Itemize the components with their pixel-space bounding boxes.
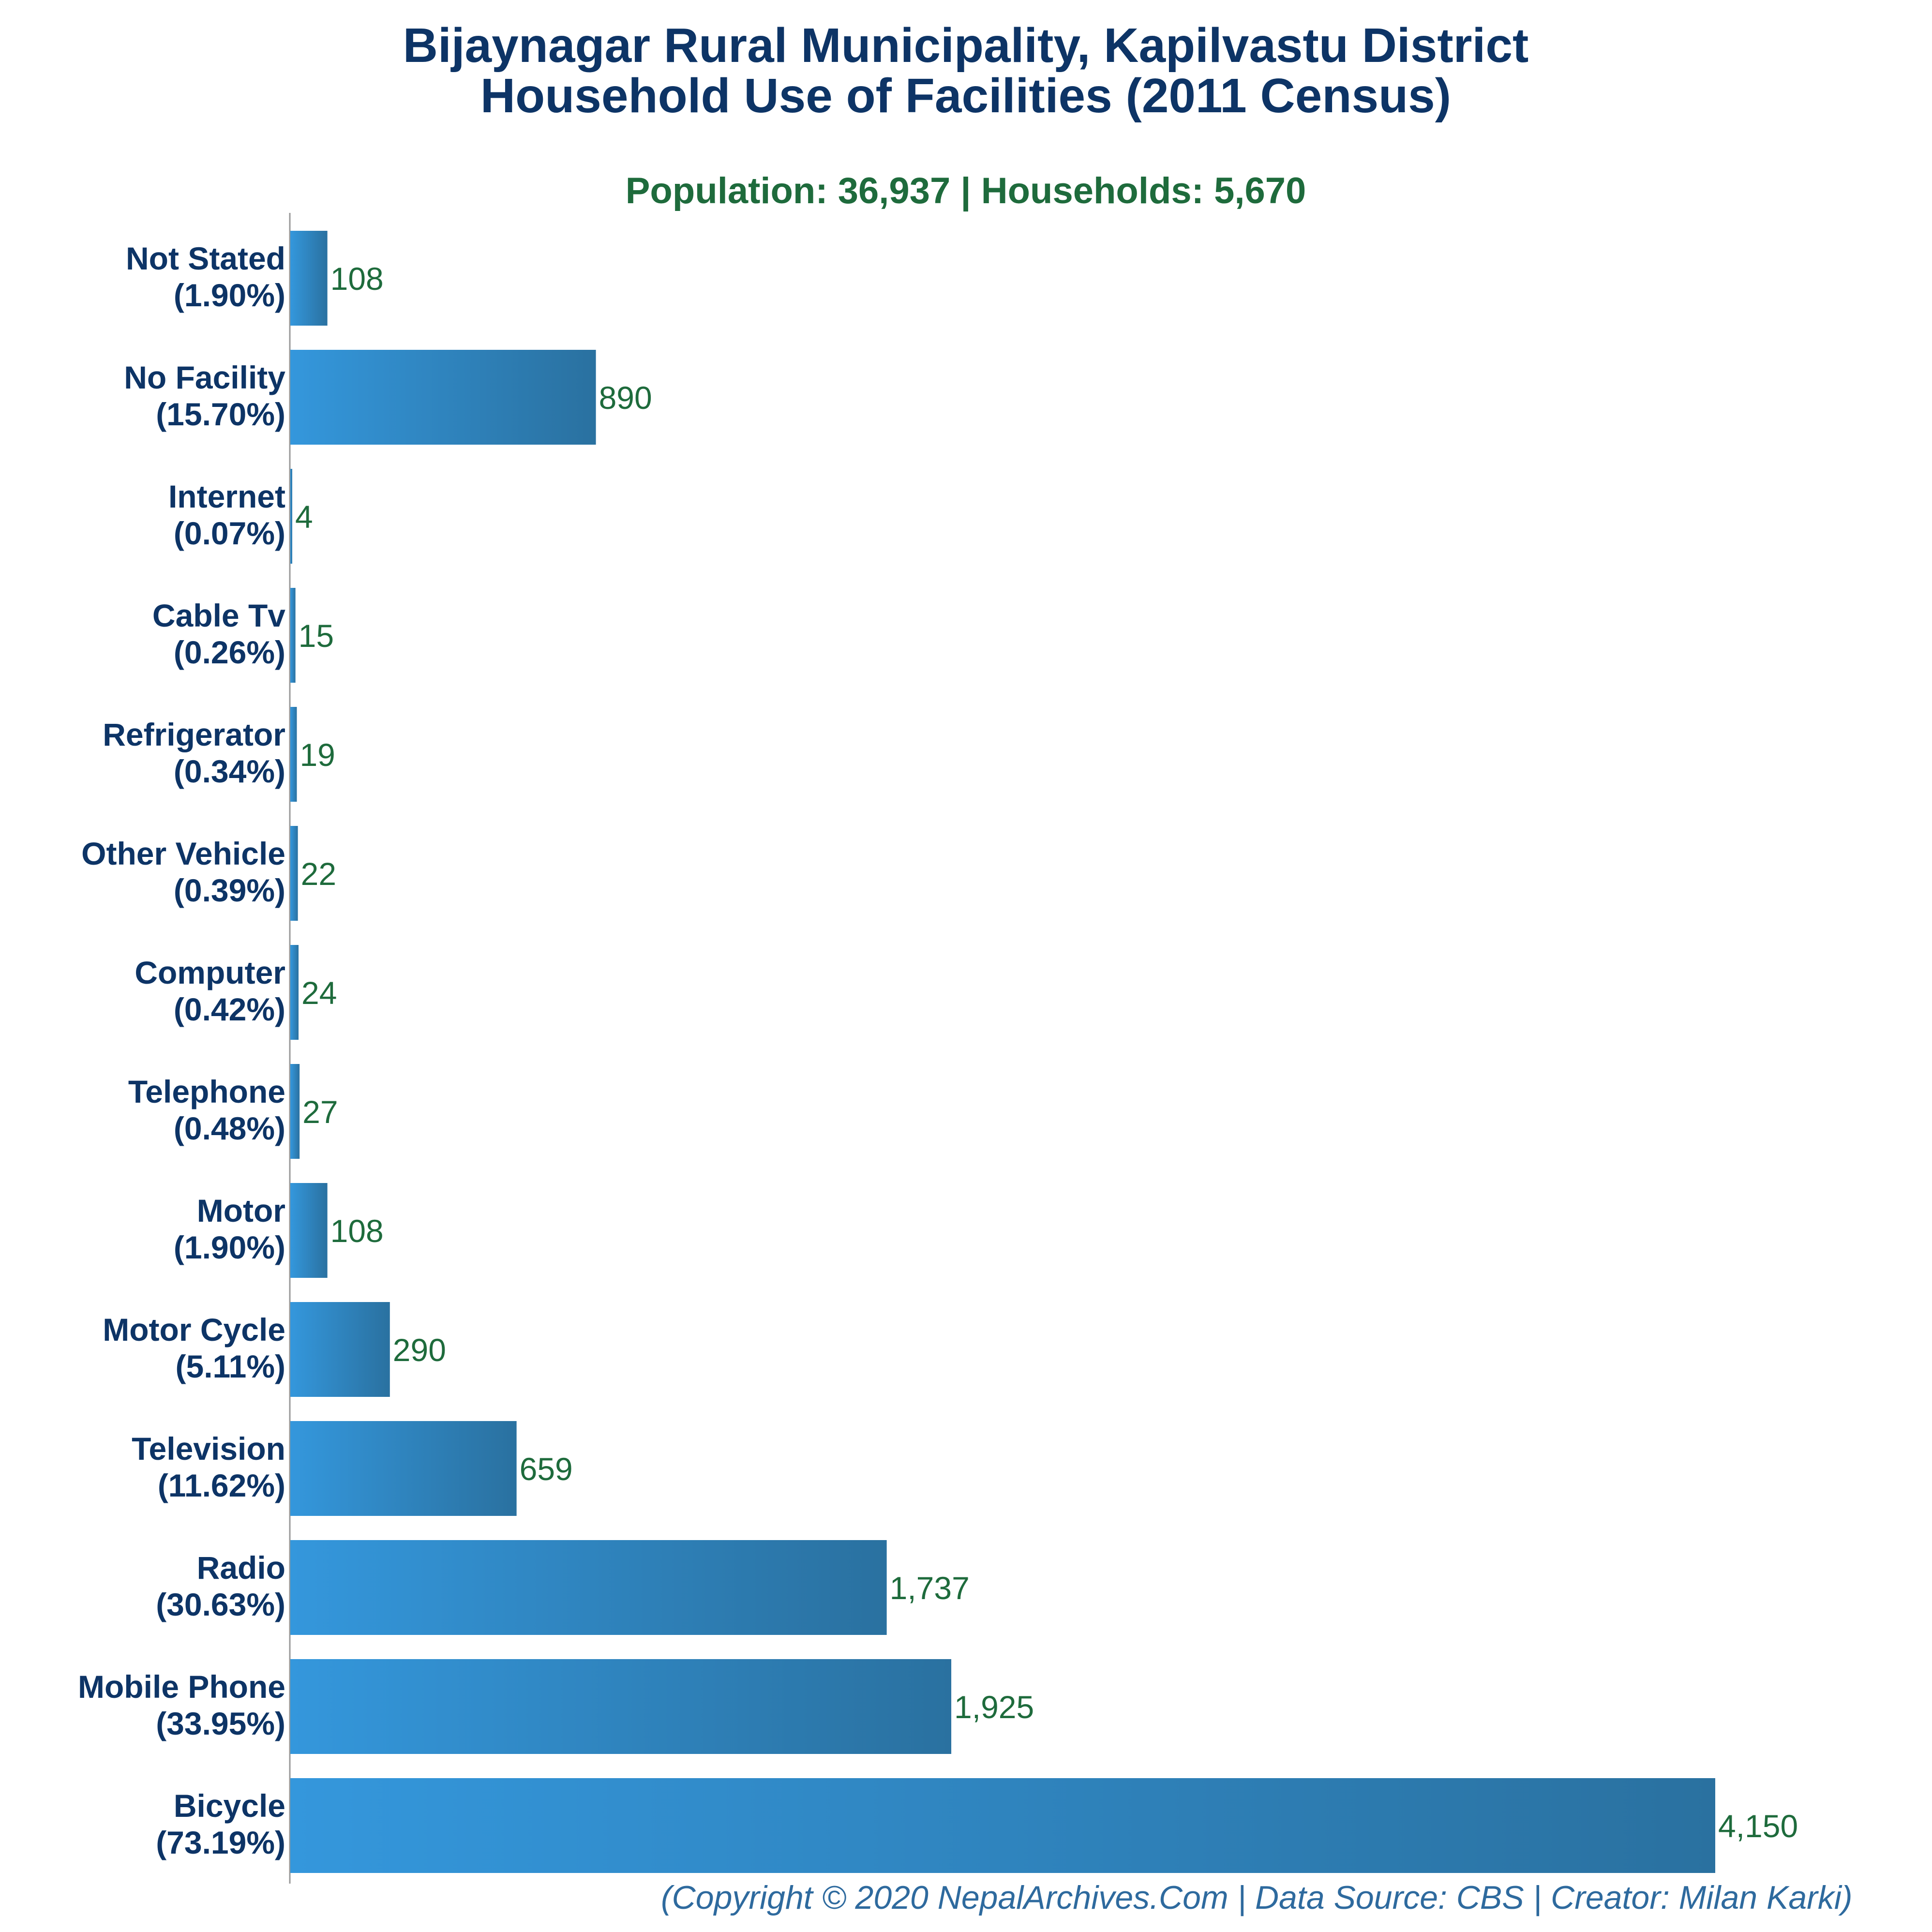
value-label: 22 [301,856,336,892]
value-label: 108 [330,261,384,297]
category-label: Computer (0.42%) [135,955,285,1027]
value-label: 1,925 [954,1689,1034,1725]
chart-title-line2: Household Use of Facilities (2011 Census… [480,69,1451,123]
chart-subtitle: Population: 36,937 | Households: 5,670 [626,170,1306,212]
bars-group: 108 Not Stated (1.90%) 890 No Facility (15.70… [78,231,1798,1873]
bar-other-vehicle [290,826,298,921]
category-label: Mobile Phone (33.95%) [78,1669,285,1741]
value-label: 15 [299,618,334,654]
bar-no-facility [290,350,596,445]
value-label: 108 [330,1213,384,1249]
category-label: Not Stated (1.90%) [126,240,285,313]
category-label: Refrigerator (0.34%) [103,717,285,789]
category-label: Motor (1.90%) [174,1193,285,1265]
value-label: 24 [301,975,337,1011]
value-label: 19 [300,737,335,773]
chart-title-line1: Bijaynagar Rural Municipality, Kapilvast… [403,18,1529,73]
category-label: Cable Tv (0.26%) [152,598,285,670]
chart-footer: (Copyright © 2020 NepalArchives.Com | Da… [661,1879,1853,1916]
value-label: 1,737 [890,1570,970,1606]
category-label: No Facility (15.70%) [124,359,285,432]
bar-cable-tv [290,588,296,683]
value-label: 659 [520,1451,573,1487]
value-label: 890 [599,380,652,416]
value-label: 4,150 [1718,1808,1798,1844]
bar-telephone [290,1064,300,1159]
bar-not-stated [290,231,328,326]
category-label: Internet (0.07%) [168,479,285,551]
category-label: Motor Cycle (5.11%) [103,1312,285,1384]
value-label: 27 [302,1094,338,1130]
category-label: Telephone (0.48%) [128,1074,285,1146]
value-label: 4 [295,499,313,535]
bar-mobile-phone [290,1659,952,1754]
bar-television [290,1421,517,1516]
bar-radio [290,1540,887,1635]
bar-refrigerator [290,707,297,802]
bar-internet [290,469,292,564]
value-label: 290 [393,1332,446,1368]
bar-motor-cycle [290,1302,390,1397]
category-label: Television (11.62%) [132,1431,285,1503]
category-label: Bicycle (73.19%) [156,1788,285,1860]
bar-computer [290,945,299,1040]
bar-bicycle [290,1778,1715,1873]
category-label: Other Vehicle (0.39%) [81,836,285,908]
category-label: Radio (30.63%) [156,1550,285,1622]
bar-motor [290,1183,328,1278]
